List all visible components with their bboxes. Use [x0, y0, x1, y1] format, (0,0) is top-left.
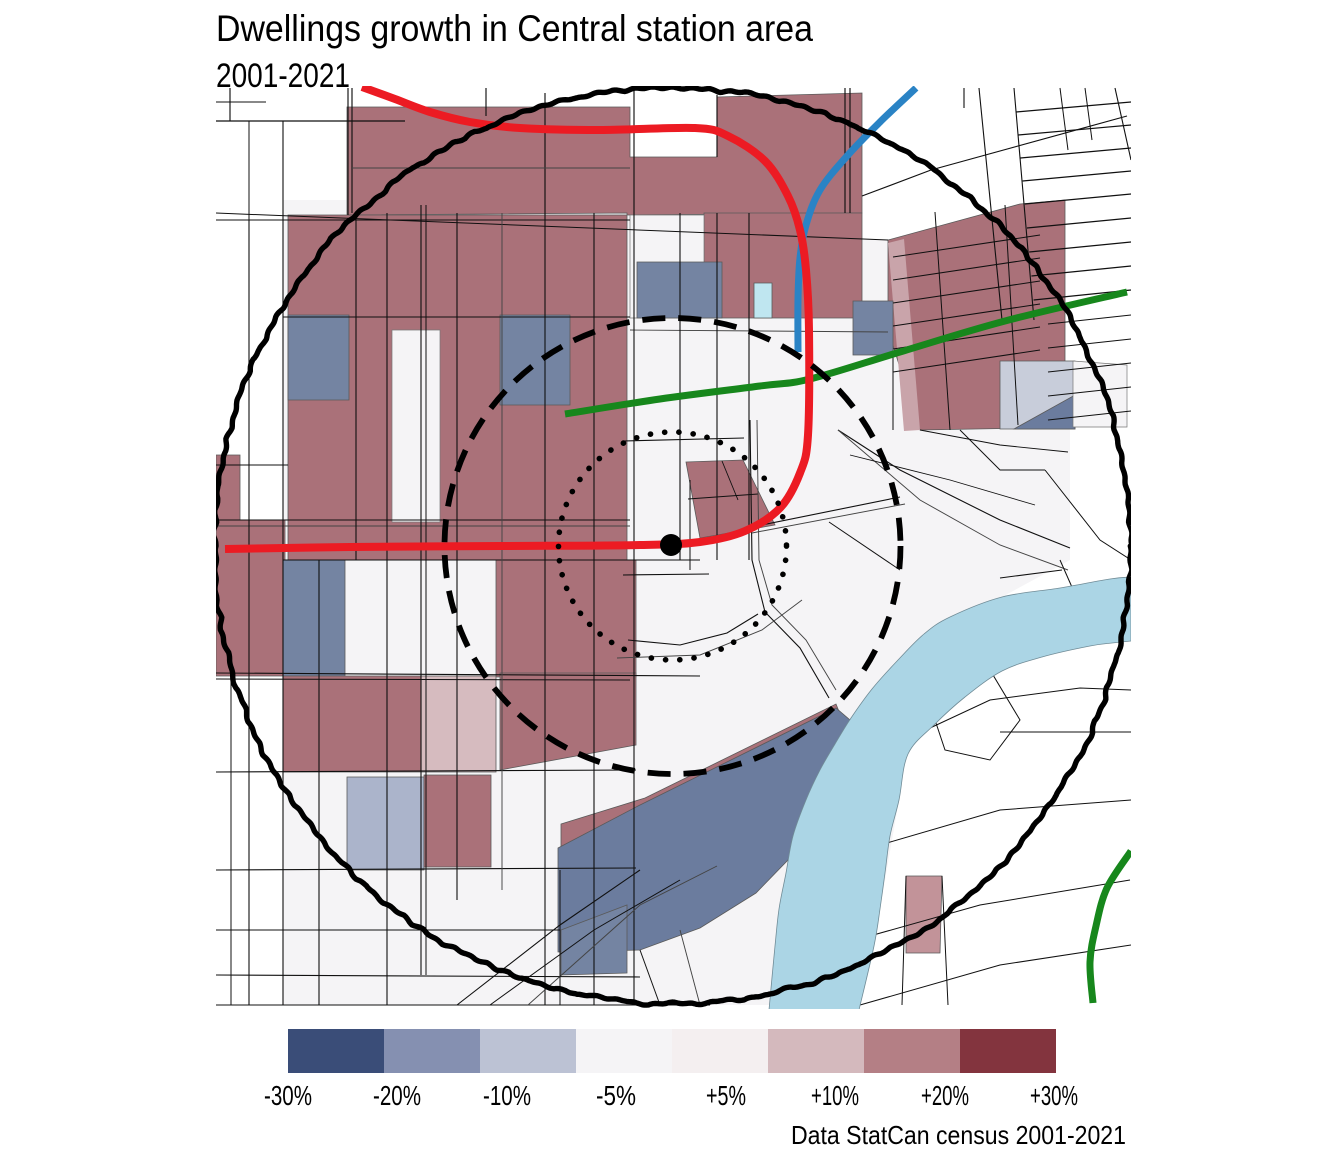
svg-text:-5%: -5% — [596, 1080, 636, 1111]
svg-text:-20%: -20% — [373, 1080, 421, 1111]
svg-text:-30%: -30% — [264, 1080, 312, 1111]
svg-text:+20%: +20% — [921, 1080, 969, 1111]
svg-text:+10%: +10% — [811, 1080, 859, 1111]
svg-text:Data StatCan census 2001-2021: Data StatCan census 2001-2021 — [791, 1120, 1126, 1150]
svg-text:2001-2021: 2001-2021 — [216, 57, 350, 95]
svg-text:Dwellings growth in Central st: Dwellings growth in Central station area — [216, 8, 813, 49]
svg-text:+30%: +30% — [1030, 1080, 1078, 1111]
svg-text:+5%: +5% — [706, 1080, 746, 1111]
svg-text:-10%: -10% — [483, 1080, 531, 1111]
